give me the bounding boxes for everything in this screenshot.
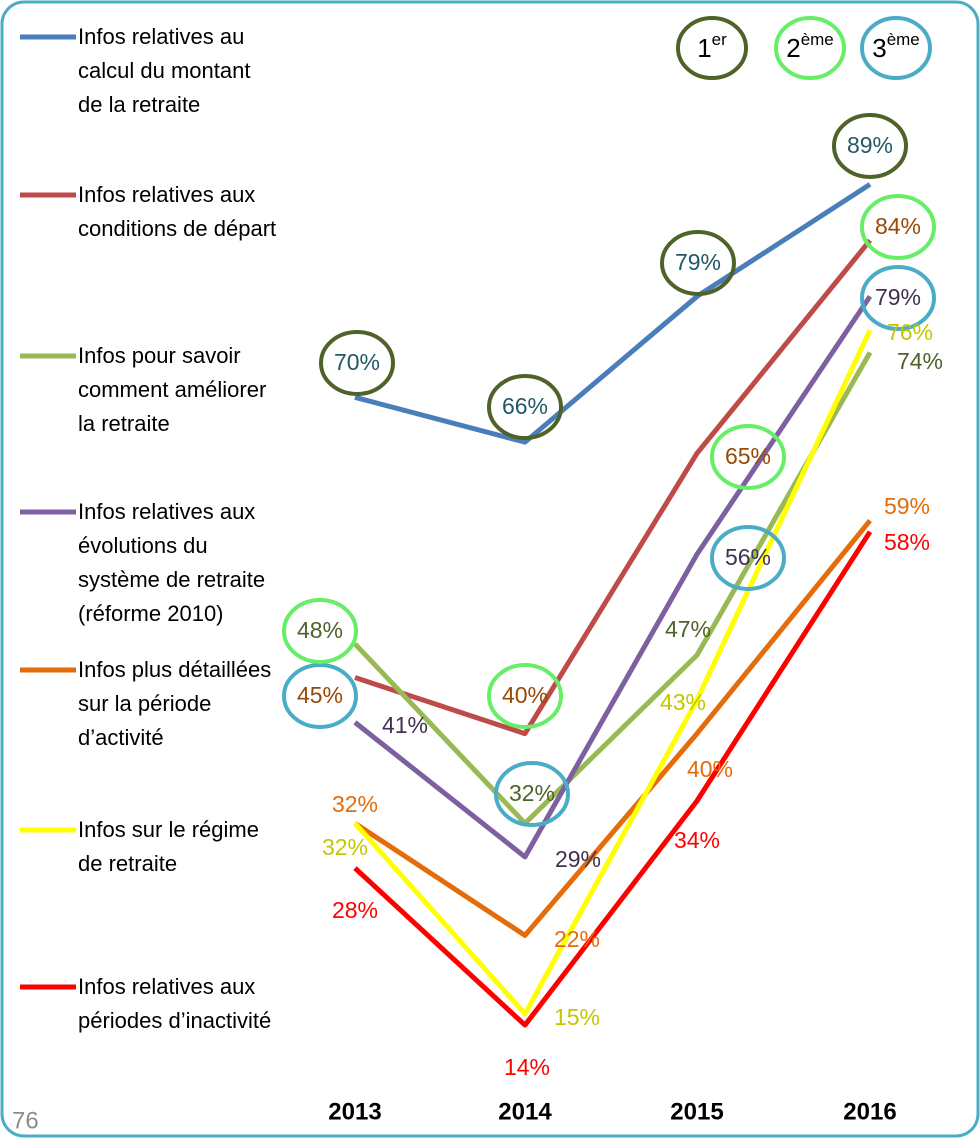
series-line bbox=[353, 328, 873, 1017]
data-label: 32% bbox=[332, 791, 378, 817]
data-label: 32% bbox=[509, 780, 555, 806]
data-label: 66% bbox=[502, 393, 548, 419]
series-line bbox=[353, 519, 872, 938]
series-line bbox=[353, 351, 873, 826]
data-label: 79% bbox=[675, 249, 721, 275]
data-label: 47% bbox=[665, 616, 711, 642]
legend-label: Infos sur le régime de retraite bbox=[78, 817, 259, 876]
data-label: 58% bbox=[884, 529, 930, 555]
rank-circle bbox=[710, 424, 786, 490]
rank-label: 2ème bbox=[786, 30, 834, 62]
data-label: 32% bbox=[322, 834, 368, 860]
rank-circle bbox=[282, 663, 358, 729]
data-label: 40% bbox=[502, 682, 548, 708]
legend-label: Infos plus détaillées sur la période d’a… bbox=[78, 657, 272, 750]
data-label: 29% bbox=[555, 846, 601, 872]
rank-sup: er bbox=[712, 30, 727, 49]
legend-label: Infos relatives aux évolutions du systèm… bbox=[78, 499, 266, 626]
data-label: 70% bbox=[334, 349, 380, 375]
data-label: 76% bbox=[887, 319, 933, 345]
data-label: 59% bbox=[884, 493, 930, 519]
legend-label: Infos relatives au calcul du montant de … bbox=[78, 24, 251, 117]
legend-label: Infos relatives aux périodes d’inactivit… bbox=[78, 974, 272, 1033]
rank-num: 1 bbox=[697, 33, 711, 63]
rank-circle bbox=[860, 16, 932, 80]
rank-label: 1er bbox=[697, 30, 727, 62]
data-label: 84% bbox=[875, 213, 921, 239]
series-line bbox=[353, 530, 873, 1028]
data-label: 22% bbox=[554, 926, 600, 952]
rank-circle bbox=[660, 230, 736, 296]
rank-num: 3 bbox=[872, 33, 886, 63]
data-label: 89% bbox=[847, 132, 893, 158]
data-label: 79% bbox=[875, 284, 921, 310]
rank-circle bbox=[676, 16, 748, 80]
data-label: 40% bbox=[687, 756, 733, 782]
x-tick-label: 2013 bbox=[328, 1098, 381, 1125]
data-label: 34% bbox=[674, 827, 720, 853]
rank-circle bbox=[832, 113, 908, 179]
series-line bbox=[354, 238, 872, 737]
data-label: 45% bbox=[297, 682, 343, 708]
data-label: 28% bbox=[332, 897, 378, 923]
series-line bbox=[353, 295, 873, 860]
rank-circle bbox=[494, 761, 570, 827]
rank-circle bbox=[774, 16, 846, 80]
rank-label: 3ème bbox=[872, 30, 920, 62]
legend-label: Infos relatives aux conditions de départ bbox=[78, 182, 277, 241]
data-label: 65% bbox=[725, 443, 771, 469]
rank-circle bbox=[860, 265, 936, 331]
x-tick-label: 2014 bbox=[498, 1098, 552, 1125]
rank-circle bbox=[319, 330, 395, 396]
rank-num: 2 bbox=[786, 33, 800, 63]
data-label: 56% bbox=[725, 544, 771, 570]
rank-sup: ème bbox=[801, 30, 834, 49]
rank-sup: ème bbox=[887, 30, 920, 49]
rank-circle bbox=[487, 663, 563, 729]
rank-circle bbox=[710, 525, 786, 591]
rank-circle bbox=[487, 374, 563, 440]
data-label: 48% bbox=[297, 617, 343, 643]
x-tick-label: 2016 bbox=[843, 1098, 896, 1125]
data-label: 14% bbox=[504, 1054, 550, 1080]
data-label: 43% bbox=[660, 689, 706, 715]
rank-circle bbox=[860, 194, 936, 260]
rank-circle bbox=[282, 598, 358, 664]
data-label: 41% bbox=[382, 712, 428, 738]
data-label: 15% bbox=[554, 1004, 600, 1030]
x-tick-label: 2015 bbox=[670, 1098, 723, 1125]
page-number: 76 bbox=[12, 1107, 39, 1134]
data-label: 74% bbox=[897, 348, 943, 374]
series-line bbox=[354, 182, 872, 445]
legend-label: Infos pour savoir comment améliorer la r… bbox=[78, 343, 267, 436]
